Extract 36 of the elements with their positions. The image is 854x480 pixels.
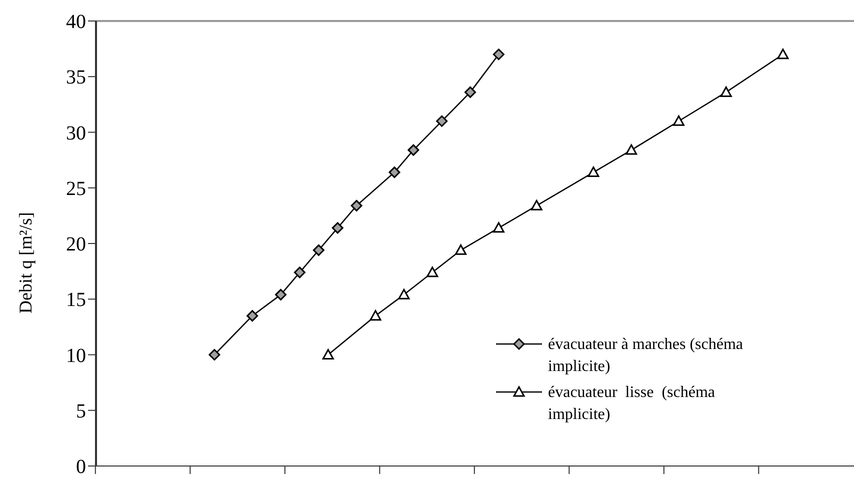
point xyxy=(426,266,438,278)
point xyxy=(398,288,410,300)
point xyxy=(492,222,504,233)
point xyxy=(455,244,467,255)
y-axis-title: Debit q [m²/s] xyxy=(15,212,36,314)
point xyxy=(388,166,400,178)
y-tick-label: 0 xyxy=(76,456,86,478)
point xyxy=(588,166,600,178)
y-tick-label: 10 xyxy=(66,344,86,367)
y-tick-label: 30 xyxy=(66,122,86,144)
point xyxy=(408,144,420,156)
point xyxy=(492,48,504,60)
point xyxy=(370,310,382,321)
point xyxy=(350,200,362,212)
point xyxy=(672,115,684,126)
y-tick-label: 40 xyxy=(66,11,86,34)
point xyxy=(464,86,476,98)
point xyxy=(436,115,448,127)
point xyxy=(322,349,334,360)
y-tick-label: 5 xyxy=(76,400,86,422)
y-tick-label: 25 xyxy=(66,178,86,200)
point xyxy=(275,288,287,300)
y-tick-label: 35 xyxy=(66,66,86,89)
legend-label: évacuateur lisse (schéma implicite) xyxy=(548,383,716,425)
legend-label: évacuateur à marches (schéma implicite) xyxy=(548,335,744,377)
point xyxy=(626,144,638,155)
point xyxy=(294,266,306,278)
point xyxy=(720,86,732,97)
point xyxy=(312,244,324,256)
point xyxy=(332,222,344,234)
point xyxy=(208,349,220,360)
y-tick-label: 20 xyxy=(66,234,86,256)
point xyxy=(246,310,258,322)
y-tick-label: 15 xyxy=(66,289,86,312)
point xyxy=(777,48,789,60)
point xyxy=(530,200,542,210)
